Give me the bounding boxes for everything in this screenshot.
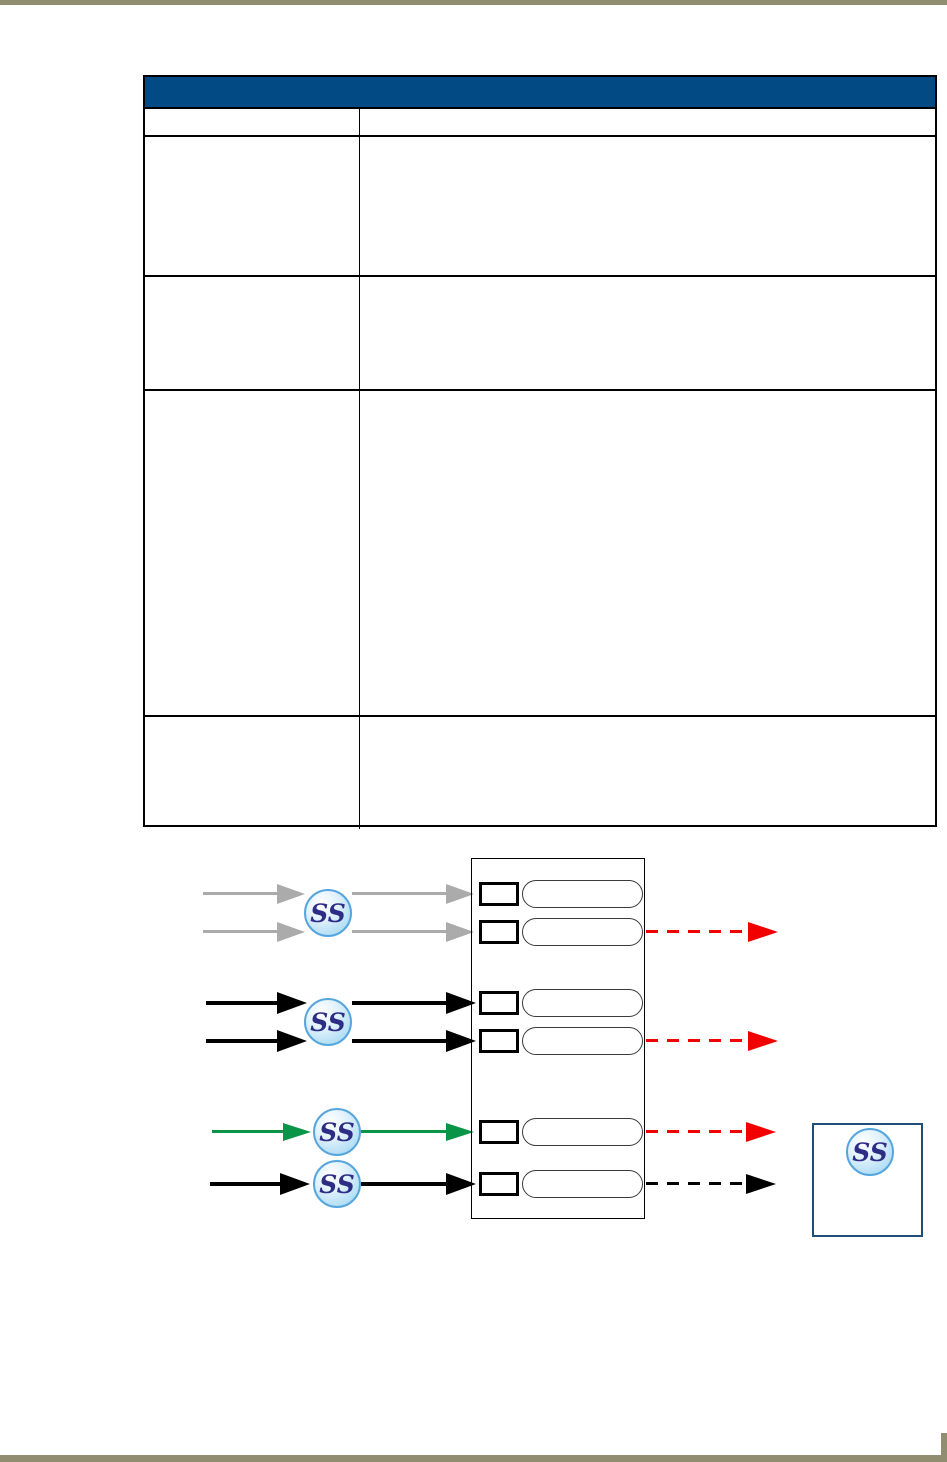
slot-pill	[522, 880, 643, 908]
data-table	[143, 75, 937, 829]
black-arrowhead-icon	[277, 992, 307, 1014]
slot-rect	[479, 1120, 519, 1144]
black-arrowhead-icon	[280, 1173, 310, 1195]
green-arrowhead-icon	[446, 1123, 474, 1141]
black-arrowhead-icon	[446, 1173, 476, 1195]
table-cell-description	[360, 137, 935, 275]
ss-label: SS	[852, 1137, 888, 1167]
table-row	[145, 275, 935, 389]
ss-node-icon: SS	[313, 1108, 361, 1156]
red-arrowhead-icon	[746, 1122, 776, 1142]
gray-input-arrow-line	[203, 930, 277, 933]
red-dashed-arrow-line	[646, 930, 748, 933]
slot-pill	[522, 1118, 643, 1146]
table-cell-description	[360, 109, 935, 135]
table-row	[145, 389, 935, 715]
slot-pill	[522, 1170, 643, 1198]
ss-label: SS	[310, 898, 346, 928]
table-cell-description	[360, 277, 935, 389]
red-dashed-arrow-line	[646, 1039, 748, 1042]
interface-box	[471, 858, 645, 1219]
gray-arrowhead-icon	[446, 922, 474, 942]
gray-arrowhead-icon	[446, 884, 474, 904]
black-input-arrow-line	[206, 1039, 277, 1043]
black-arrowhead-icon	[746, 1174, 776, 1194]
red-arrowhead-icon	[748, 1031, 778, 1051]
gray-arrowhead-icon	[277, 922, 305, 942]
black-arrowhead-icon	[446, 1030, 476, 1052]
table-cell-description	[360, 717, 935, 829]
slot-rect	[479, 1172, 519, 1196]
gray-input-arrow-line	[203, 892, 277, 895]
bottom-border-bar	[0, 1455, 947, 1462]
black-arrowhead-icon	[446, 992, 476, 1014]
black-input-arrow-line	[206, 1001, 277, 1005]
slot-pill	[522, 1027, 643, 1055]
table-cell-description	[360, 391, 935, 715]
slot-rect	[479, 991, 519, 1015]
bottom-right-tab	[941, 1433, 947, 1462]
ss-node-icon: SS	[304, 998, 352, 1046]
slot-pill	[522, 989, 643, 1017]
gray-output-arrow-line	[352, 892, 446, 895]
black-dashed-arrow-line	[646, 1182, 746, 1185]
ss-label: SS	[310, 1007, 346, 1037]
black-input-arrow-line	[210, 1182, 280, 1186]
black-output-arrow-line	[352, 1001, 446, 1005]
red-arrowhead-icon	[748, 922, 778, 942]
slot-pill	[522, 918, 643, 946]
table-cell-term	[145, 717, 360, 829]
green-input-arrow-line	[212, 1130, 283, 1133]
black-arrowhead-icon	[277, 1030, 307, 1052]
slot-rect	[479, 1029, 519, 1053]
table-cell-term	[145, 137, 360, 275]
table-row	[145, 135, 935, 275]
table-cell-term	[145, 109, 360, 135]
output-box	[812, 1123, 923, 1237]
black-output-arrow-line	[361, 1182, 446, 1186]
table-cell-term	[145, 277, 360, 389]
table-row	[145, 107, 935, 135]
ss-node-icon: SS	[304, 889, 352, 937]
ss-label: SS	[319, 1169, 355, 1199]
green-arrowhead-icon	[283, 1123, 311, 1141]
ss-node-icon: SS	[313, 1160, 361, 1208]
slot-rect	[479, 920, 519, 944]
slot-rect	[479, 882, 519, 906]
black-output-arrow-line	[352, 1039, 446, 1043]
table-row	[145, 715, 935, 829]
table-cell-term	[145, 391, 360, 715]
top-border-bar	[0, 0, 947, 5]
ss-node-icon: SS	[846, 1128, 894, 1176]
red-dashed-arrow-line	[646, 1130, 746, 1133]
table-header-row	[145, 77, 935, 107]
green-output-arrow-line	[361, 1130, 446, 1133]
ss-label: SS	[319, 1117, 355, 1147]
gray-arrowhead-icon	[277, 884, 305, 904]
gray-output-arrow-line	[352, 930, 446, 933]
